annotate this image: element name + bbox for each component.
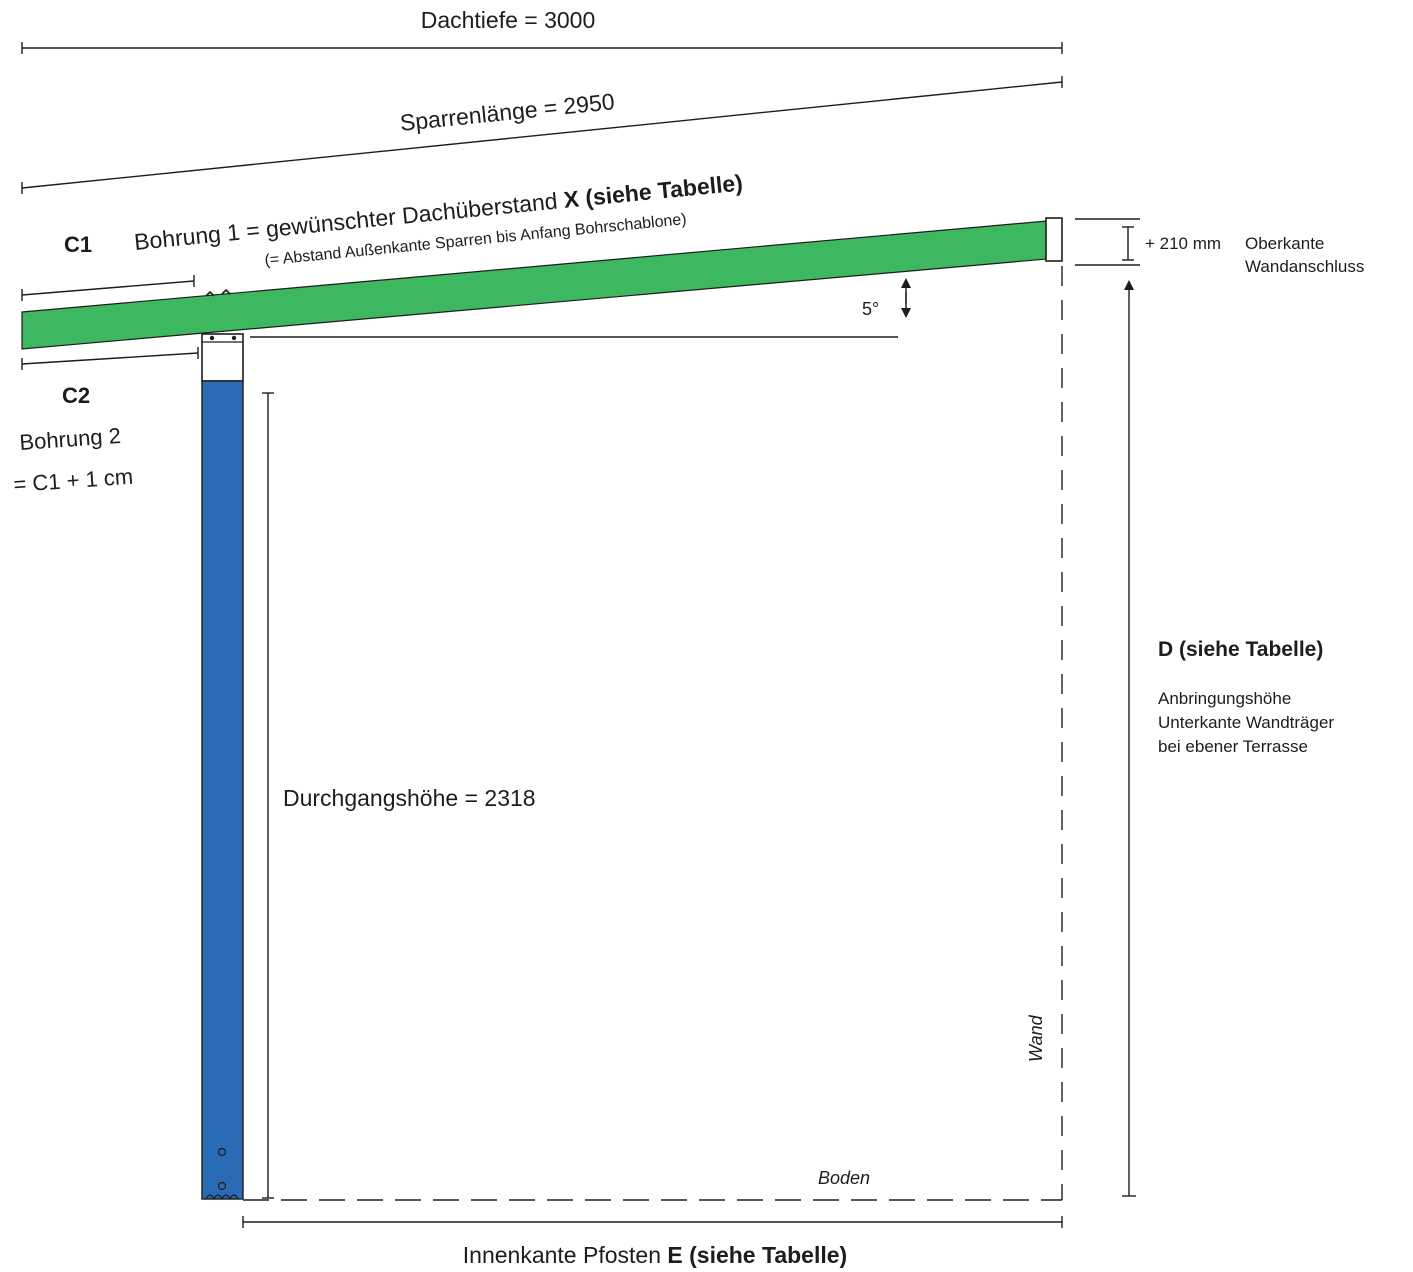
- post-body: [201, 380, 244, 1200]
- floor-label: Boden: [818, 1168, 870, 1188]
- innenkante-label: Innenkante Pfosten E (siehe Tabelle): [463, 1242, 847, 1268]
- innenkante-text: Innenkante Pfosten: [463, 1242, 668, 1268]
- dachtiefe-dimension: Dachtiefe = 3000: [21, 7, 1063, 54]
- oberkante-label-line2: Wandanschluss: [1245, 257, 1364, 276]
- plus210-dimension: [1075, 218, 1140, 266]
- durchgangshoehe-label: Durchgangshöhe = 2318: [283, 785, 536, 811]
- wall-label: Wand: [1026, 1014, 1046, 1062]
- c1-label: C1: [64, 232, 92, 257]
- durchgangshoehe-dimension: [262, 392, 274, 1199]
- c2-dimension: [21, 347, 199, 370]
- d-title: D (siehe Tabelle): [1158, 638, 1323, 661]
- bohrung2-formula: = C1 + 1 cm: [13, 464, 134, 497]
- innenkante-bold: E (siehe Tabelle): [667, 1242, 847, 1268]
- post-head-bracket: [201, 333, 244, 382]
- c2-label: C2: [62, 383, 90, 408]
- angle-label: 5°: [862, 299, 879, 319]
- bohrung2-label: Bohrung 2: [19, 423, 122, 455]
- bohrung1-bold: X (siehe Tabelle): [562, 169, 743, 212]
- rafter-drill-marks: [205, 288, 231, 297]
- rafter-end-cap: [1045, 217, 1063, 262]
- post-foot: [205, 1194, 239, 1201]
- post-hole-lower: [217, 1181, 227, 1191]
- sparrenlaenge-label: Sparrenlänge = 2950: [399, 88, 616, 136]
- d-desc-line1: Anbringungshöhe: [1158, 689, 1291, 708]
- sparrenlaenge-dimension: Sparrenlänge = 2950: [21, 76, 1063, 194]
- plus210-label: + 210 mm: [1145, 234, 1221, 253]
- d-dimension: [1122, 280, 1136, 1197]
- post-hole-upper: [217, 1147, 227, 1157]
- innenkante-dimension: [242, 1216, 1063, 1228]
- c1-dimension: [21, 275, 195, 301]
- d-desc-line2: Unterkante Wandträger: [1158, 713, 1334, 732]
- rafter: [21, 217, 1063, 350]
- oberkante-label-line1: Oberkante: [1245, 234, 1324, 253]
- dachtiefe-label: Dachtiefe = 3000: [421, 7, 596, 33]
- post: [201, 380, 244, 1201]
- d-desc-line3: bei ebener Terrasse: [1158, 737, 1308, 756]
